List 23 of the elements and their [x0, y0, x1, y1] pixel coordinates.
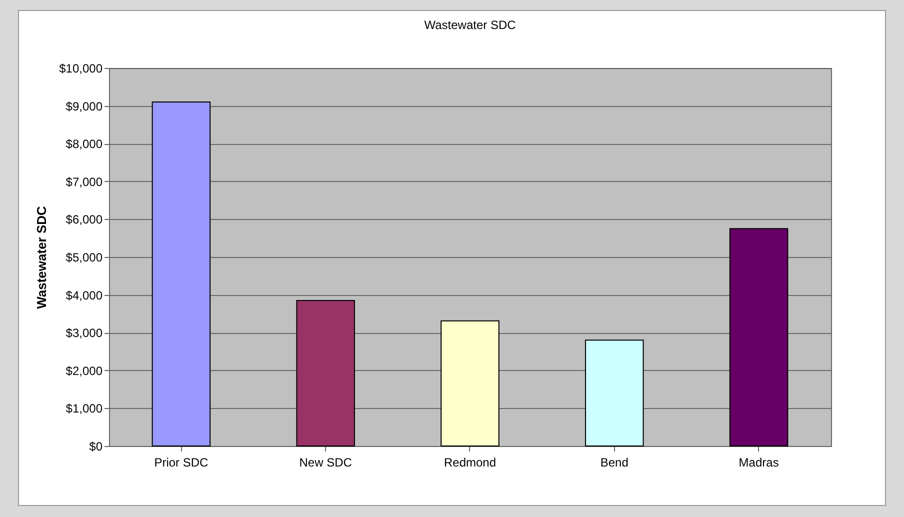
bar: [152, 102, 211, 446]
y-tick-label: $10,000: [59, 62, 103, 76]
bar: [296, 300, 355, 446]
y-tick-label: $7,000: [66, 174, 103, 189]
bar: [729, 228, 788, 446]
y-tick-label: $2,000: [66, 364, 103, 378]
y-tick-label: $3,000: [66, 326, 103, 340]
y-tick-label: $8,000: [66, 137, 103, 152]
x-tick-label: Redmond: [444, 456, 496, 470]
bar: [440, 320, 500, 446]
x-tick-label: Madras: [738, 456, 779, 470]
x-tick-label: Bend: [600, 456, 628, 470]
y-tick-label: $6,000: [66, 212, 103, 227]
y-tick-label: $0: [89, 440, 103, 454]
chart-title: Wastewater SDC: [424, 18, 516, 32]
y-axis-title: Wastewater SDC: [34, 205, 50, 309]
y-tick-label: $5,000: [66, 250, 103, 264]
x-tick-label: New SDC: [299, 456, 352, 470]
y-tick-label: $4,000: [66, 288, 103, 302]
y-tick-label: $1,000: [66, 402, 103, 416]
y-tick-label: $9,000: [66, 99, 103, 114]
bar: [585, 340, 644, 446]
x-tick-label: Prior SDC: [154, 456, 209, 470]
